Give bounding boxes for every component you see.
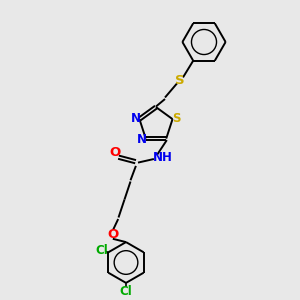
Text: O: O	[110, 146, 121, 160]
Text: N: N	[131, 112, 141, 125]
Text: S: S	[175, 74, 185, 88]
Text: O: O	[107, 227, 118, 241]
Text: N: N	[137, 133, 147, 146]
Text: Cl: Cl	[95, 244, 108, 257]
Text: Cl: Cl	[120, 285, 132, 298]
Text: NH: NH	[153, 151, 173, 164]
Text: S: S	[172, 112, 180, 125]
